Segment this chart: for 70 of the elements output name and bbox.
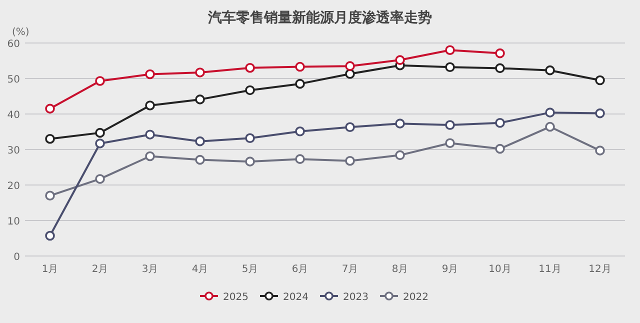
point bbox=[45, 134, 55, 144]
point bbox=[195, 68, 205, 78]
point bbox=[245, 85, 255, 96]
point bbox=[195, 94, 205, 104]
x-tick-label: 9月 bbox=[442, 264, 458, 275]
point bbox=[545, 108, 555, 118]
x-tick-label: 11月 bbox=[538, 264, 562, 275]
point bbox=[595, 108, 605, 118]
point bbox=[395, 150, 405, 160]
legend-label: 2023 bbox=[343, 292, 368, 303]
point bbox=[245, 156, 255, 166]
point bbox=[345, 68, 355, 79]
point bbox=[295, 154, 305, 164]
point bbox=[245, 62, 255, 73]
x-tick-label: 5月 bbox=[242, 264, 258, 275]
x-tick-label: 6月 bbox=[292, 264, 308, 275]
x-tick-label: 7月 bbox=[342, 264, 358, 275]
point bbox=[145, 130, 155, 140]
point bbox=[295, 78, 305, 89]
x-tick-label: 8月 bbox=[392, 264, 408, 275]
y-tick-label: 0 bbox=[14, 252, 20, 263]
point bbox=[195, 136, 205, 146]
point bbox=[95, 128, 105, 138]
y-tick-label: 30 bbox=[7, 146, 20, 156]
point bbox=[495, 144, 505, 154]
point bbox=[45, 190, 55, 201]
point bbox=[45, 230, 55, 241]
point bbox=[295, 126, 305, 136]
legend-label: 2022 bbox=[403, 292, 428, 303]
point bbox=[95, 174, 105, 184]
x-tick-label: 1月 bbox=[42, 264, 58, 275]
y-tick-label: 50 bbox=[7, 74, 20, 86]
point bbox=[195, 154, 205, 165]
point bbox=[345, 61, 355, 71]
point bbox=[545, 122, 555, 132]
point bbox=[445, 138, 455, 148]
point bbox=[395, 55, 405, 65]
point bbox=[495, 63, 505, 74]
legend-label: 2024 bbox=[283, 292, 308, 303]
point bbox=[95, 76, 105, 86]
x-tick-label: 4月 bbox=[192, 264, 208, 275]
point bbox=[595, 146, 605, 156]
y-tick-label: 10 bbox=[7, 216, 20, 228]
point bbox=[145, 100, 155, 110]
point bbox=[395, 118, 405, 128]
y-axis-title: (%) bbox=[12, 27, 30, 38]
point bbox=[445, 62, 455, 72]
point bbox=[295, 62, 305, 72]
point bbox=[495, 48, 505, 58]
x-tick-label: 12月 bbox=[588, 264, 612, 275]
point bbox=[595, 75, 605, 86]
y-tick-label: 60 bbox=[7, 39, 20, 50]
y-tick-label: 40 bbox=[7, 110, 20, 121]
x-tick-label: 10月 bbox=[488, 264, 512, 275]
legend-label: 2025 bbox=[223, 292, 248, 303]
point bbox=[545, 65, 555, 76]
point bbox=[145, 151, 155, 162]
chart-title: 汽车零售销量新能源月度渗透率走势 bbox=[207, 9, 432, 26]
point bbox=[345, 122, 355, 132]
point bbox=[45, 104, 55, 114]
point bbox=[445, 120, 455, 130]
point bbox=[445, 45, 455, 55]
point bbox=[345, 156, 355, 166]
point bbox=[245, 133, 255, 144]
point bbox=[495, 118, 505, 128]
x-tick-label: 2月 bbox=[92, 264, 108, 275]
point bbox=[145, 69, 155, 80]
point bbox=[95, 138, 105, 148]
y-tick-label: 20 bbox=[7, 181, 20, 192]
x-tick-label: 3月 bbox=[142, 264, 158, 275]
